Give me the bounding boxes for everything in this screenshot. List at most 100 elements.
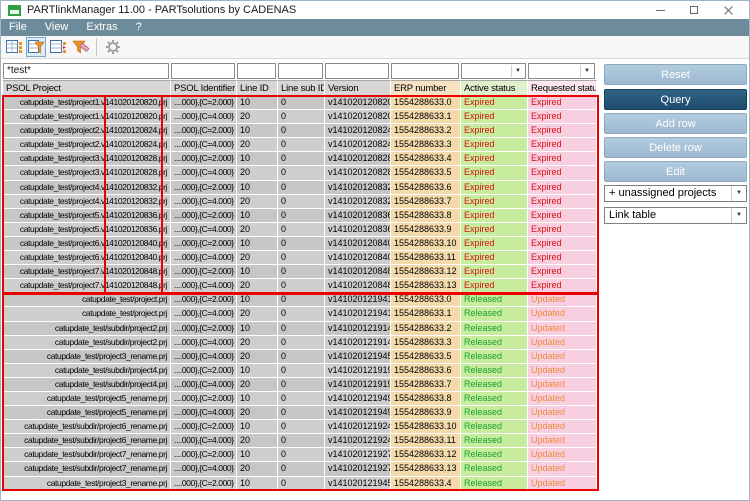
filter-input-erp-number[interactable] [391,63,459,79]
chevron-down-icon[interactable]: ▼ [731,208,746,223]
table-row[interactable]: catupdate_test/project7.v141020120848.pr… [1,279,597,294]
table-cell: v141020120820 [325,96,391,111]
table-cell: Expired [528,279,597,294]
table-cell: 0 [278,152,325,167]
table-row[interactable]: catupdate_test/project4.v141020120832.pr… [1,194,597,209]
table-cell: 1554288633.3 [391,335,461,350]
table-row[interactable]: catupdate_test/project3_rename.prj ....00… [1,476,597,491]
table-cell: catupdate_test/subdir/project2.prj [3,335,171,350]
table-cell: 0 [278,377,325,392]
table-cell: ....000},{C=4.000} [171,349,237,364]
menu-view[interactable]: View [44,21,69,33]
column-header-erp-number[interactable]: ERP number [391,80,461,96]
filter-input-psol-project[interactable]: *test* [3,63,169,79]
menu-file[interactable]: File [9,21,27,33]
column-header-psol-project[interactable]: PSOL Project [3,80,171,96]
column-header-line-id[interactable]: Line ID [237,80,278,96]
table-row[interactable]: catupdate_test/project4.v141020120832.pr… [1,180,597,195]
column-header-version[interactable]: Version [325,80,391,96]
table-cell: 10 [237,363,278,378]
maximize-icon[interactable] [677,1,711,19]
query-button[interactable]: Query [604,89,747,110]
column-header-psol-identifier[interactable]: PSOL Identifier [171,80,237,96]
filter-input-version[interactable] [325,63,389,79]
column-header-line-sub-id[interactable]: Line sub ID [278,80,325,96]
edit-button[interactable]: Edit [604,161,747,182]
chevron-down-icon[interactable]: ▼ [731,186,746,201]
filter-dropdown-requested-status[interactable]: ▼ [528,63,595,79]
table-cell: 10 [237,124,278,139]
link-table-dropdown[interactable]: Link table ▼ [604,207,747,224]
table-cell: v141020121924 [325,420,391,435]
menu-extras[interactable]: Extras [86,21,118,33]
clear-filter-icon[interactable] [70,37,90,57]
table-cell: v141020120820 [325,110,391,125]
link-table-icon[interactable] [4,37,24,57]
filter-input-line-sub-id[interactable] [278,63,323,79]
table-row[interactable]: catupdate_test/project3.v141020120828.pr… [1,166,597,181]
table-cell: 10 [237,321,278,336]
table-cell: Expired [528,236,597,252]
reset-button[interactable]: Reset [604,64,747,85]
table-row[interactable]: catupdate_test/subdir/project4.prj ....00… [1,363,597,378]
filter-input-psol-identifier[interactable] [171,63,235,79]
filter-dropdown-active-status[interactable]: ▼ [461,63,526,79]
table-cell: ....000},{C=2.000} [171,363,237,378]
filter-table-icon[interactable] [26,37,46,57]
table-cell: 1554288633.6 [391,180,461,195]
settings-gear-icon[interactable] [103,37,123,57]
chevron-down-icon[interactable]: ▼ [580,65,593,77]
table-row[interactable]: catupdate_test/subdir/project7_rename.pr… [1,462,597,477]
table-row[interactable]: catupdate_test/subdir/project4.prj ....00… [1,377,597,392]
table-row[interactable]: catupdate_test/subdir/project6_rename.pr… [1,434,597,449]
table-cell: ....000},{C=4.000} [171,279,237,294]
table-row[interactable]: catupdate_test/subdir/project2.prj ....00… [1,335,597,350]
table-row[interactable]: catupdate_test/project7.v141020120848.pr… [1,265,597,280]
table-cell: Expired [528,110,597,125]
table-row[interactable]: catupdate_test/project3.v141020120828.pr… [1,152,597,167]
column-header-active-status[interactable]: Active status [461,80,528,96]
chevron-down-icon[interactable]: ▼ [511,65,524,77]
table-row[interactable]: catupdate_test/project6.v141020120840.pr… [1,236,597,252]
table-cell: 10 [237,293,278,308]
table-cell: Released [461,377,528,392]
add-row-button[interactable]: Add row [604,113,747,134]
table-cell: 1554288633.8 [391,391,461,407]
edit-links-table-icon[interactable] [48,37,68,57]
table-cell: 0 [278,96,325,111]
unassigned-projects-dropdown[interactable]: + unassigned projects ▼ [604,185,747,202]
table-cell: catupdate_test/project1.v141020120820.pr… [3,110,171,125]
menu-help[interactable]: ? [135,21,142,33]
table-row[interactable]: catupdate_test/project6.v141020120840.pr… [1,251,597,266]
table-cell: 10 [237,265,278,280]
table-row[interactable]: catupdate_test/project3_rename.prj ....00… [1,349,597,364]
table-cell: 10 [237,476,278,491]
table-cell: 0 [278,265,325,280]
table-row[interactable]: catupdate_test/project5_rename.prj ....00… [1,391,597,407]
table-row[interactable]: catupdate_test/project2.v141020120824.pr… [1,124,597,139]
table-row[interactable]: catupdate_test/project1.v141020120820.pr… [1,110,597,125]
table-row[interactable]: catupdate_test/subdir/project6_rename.pr… [1,420,597,435]
table-cell: Expired [528,194,597,209]
table-cell: catupdate_test/project5_rename.prj [3,406,171,421]
table-row[interactable]: catupdate_test/project5.v141020120836.pr… [1,222,597,237]
table-row[interactable]: catupdate_test/subdir/project2.prj ....00… [1,321,597,336]
table-cell: 0 [278,434,325,449]
close-icon[interactable] [711,1,745,19]
table-row[interactable]: catupdate_test/project1.v141020120820.pr… [1,96,597,111]
table-row[interactable]: catupdate_test/project5_rename.prj ....00… [1,406,597,421]
minimize-icon[interactable] [643,1,677,19]
title-bar: PARTlinkManager 11.00 - PARTsolutions by… [1,1,749,19]
filter-input-line-id[interactable] [237,63,276,79]
table-row[interactable]: catupdate_test/project5.v141020120836.pr… [1,208,597,223]
table-row[interactable]: catupdate_test/project.prj ....000},{C=4.… [1,307,597,322]
delete-row-button[interactable]: Delete row [604,137,747,158]
table-row[interactable]: catupdate_test/project2.v141020120824.pr… [1,138,597,153]
column-header-requested-status[interactable]: Requested status [528,80,597,96]
table-cell: 1554288633.0 [391,293,461,308]
table-cell: 0 [278,110,325,125]
table-row[interactable]: catupdate_test/subdir/project7_rename.pr… [1,448,597,463]
table-row[interactable]: catupdate_test/project.prj ....000},{C=2.… [1,293,597,308]
table-cell: 20 [237,279,278,294]
table-cell: v141020121949 [325,406,391,421]
